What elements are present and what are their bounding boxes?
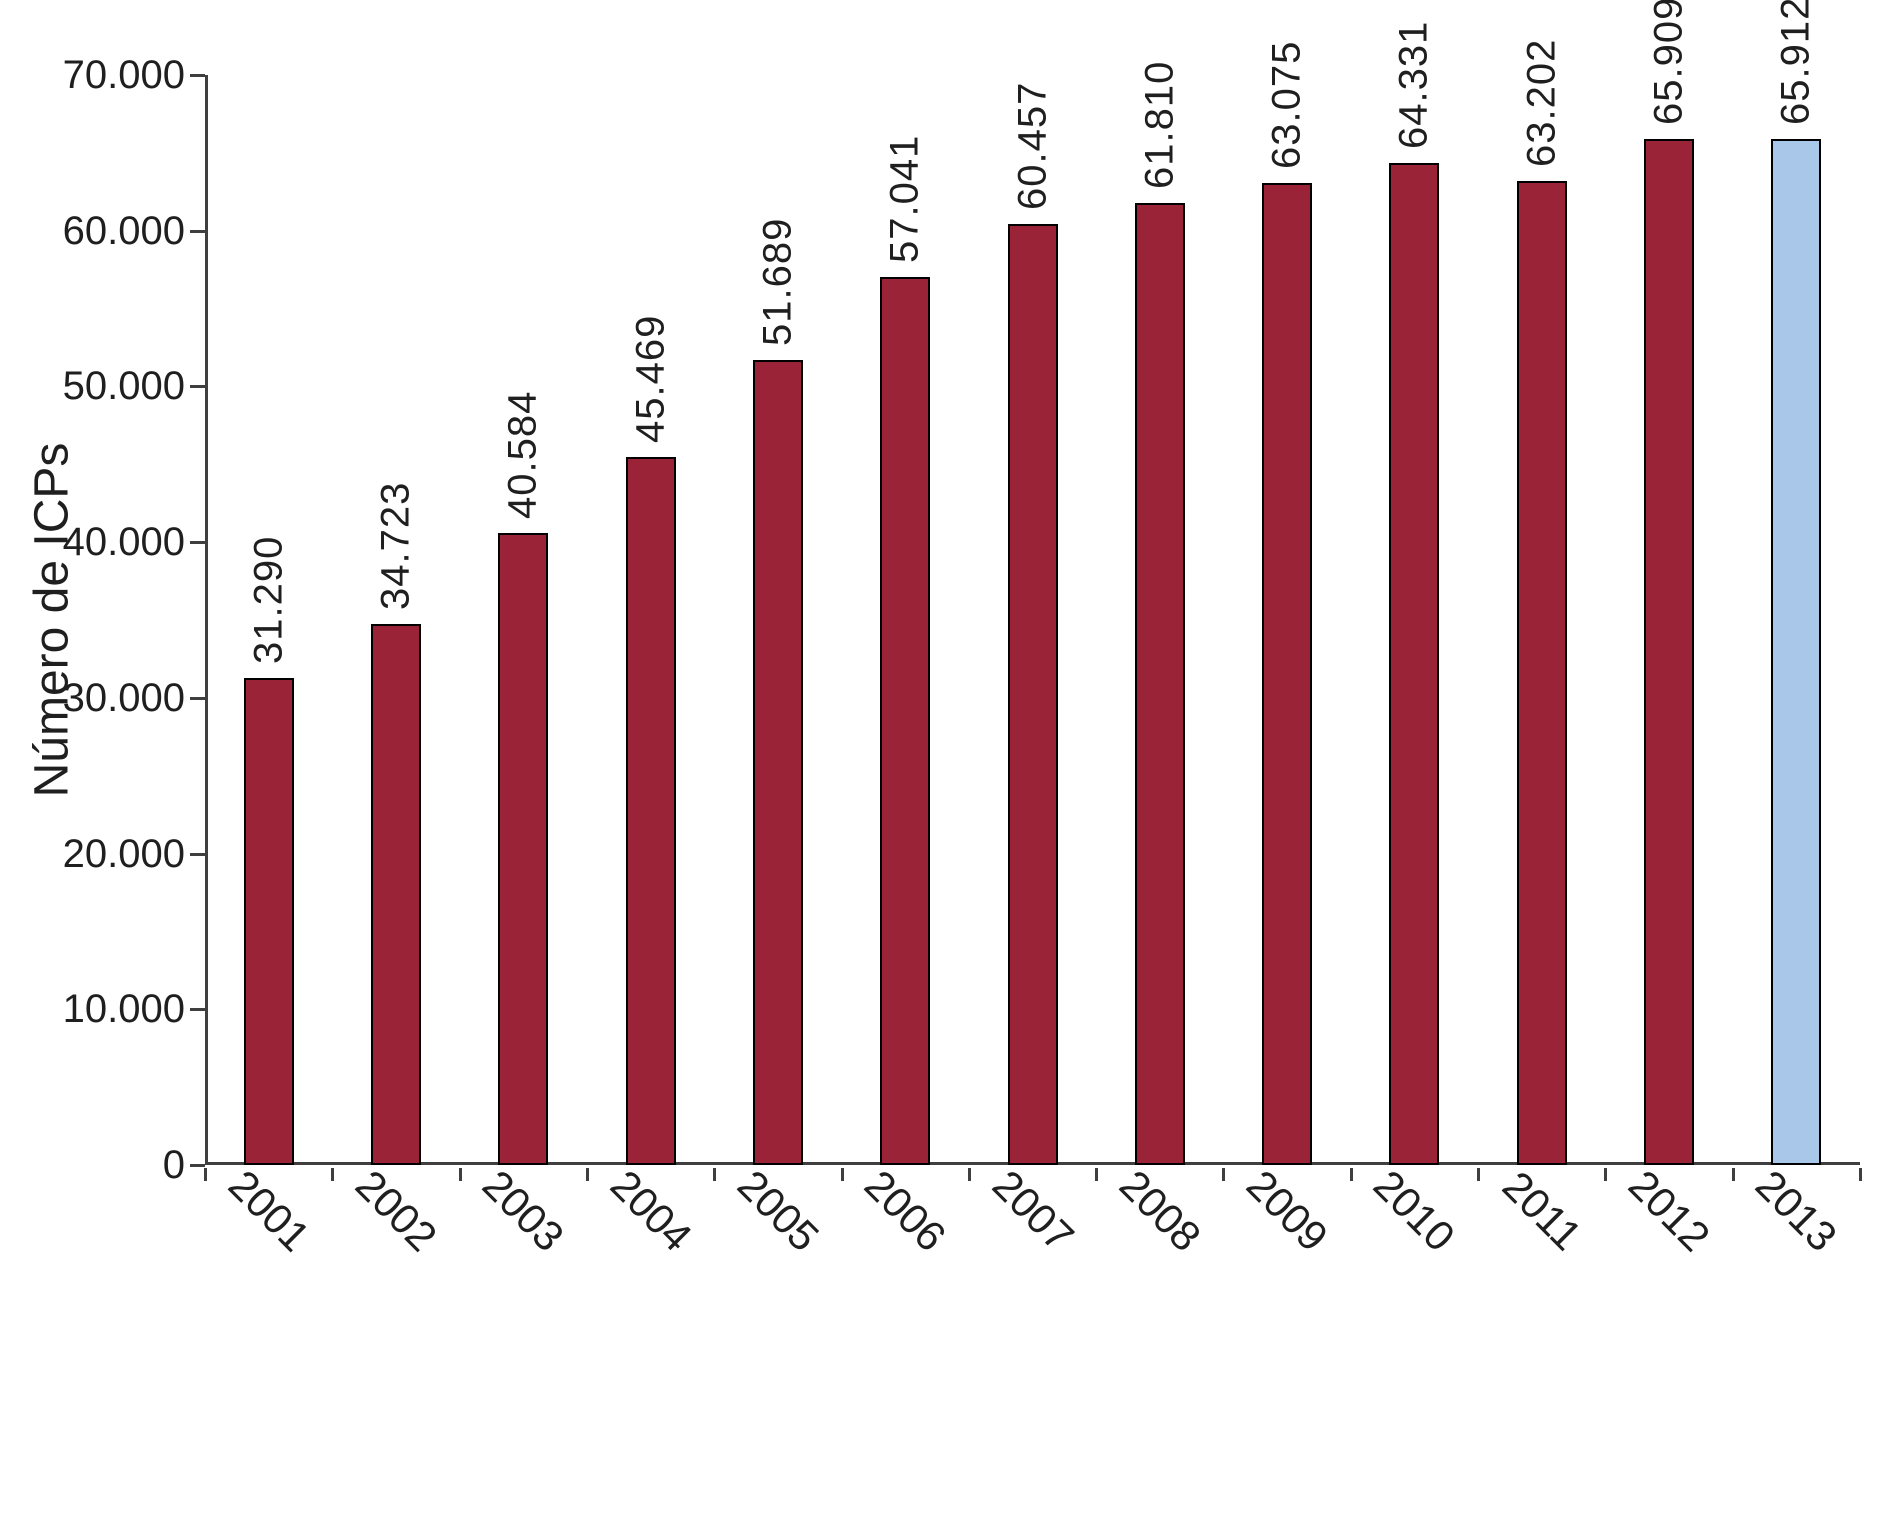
- x-axis-tick-mark: [1731, 1168, 1735, 1181]
- bar-2012: [1644, 139, 1695, 1165]
- y-axis-tick-label: 20.000: [62, 831, 185, 876]
- x-axis-tick-mark: [840, 1168, 844, 1181]
- bar-2009: [1262, 183, 1313, 1165]
- x-axis-tick-mark: [1349, 1168, 1353, 1181]
- x-axis-tick-mark: [713, 1168, 717, 1181]
- y-axis-tick-mark: [190, 1164, 205, 1167]
- bar-value-label: 40.584: [500, 390, 545, 519]
- y-axis-tick-mark: [190, 541, 205, 545]
- bar-value-label: 63.075: [1264, 40, 1309, 169]
- x-axis-tick-mark: [1095, 1168, 1099, 1181]
- bar-2006: [880, 277, 931, 1165]
- x-axis-category-label: 2013: [1747, 1160, 1847, 1261]
- y-axis-tick-label: 30.000: [62, 675, 185, 720]
- x-axis-category-label: 2012: [1619, 1160, 1720, 1261]
- y-axis-tick-label: 70.000: [62, 53, 185, 97]
- x-axis-category-label: 2008: [1110, 1160, 1210, 1261]
- y-axis-tick-label: 60.000: [62, 208, 185, 253]
- x-axis-category-label: 2003: [473, 1160, 574, 1261]
- bar-2004: [625, 457, 676, 1165]
- y-axis-tick-label: 40.000: [62, 520, 185, 565]
- y-axis-tick-mark: [190, 852, 205, 856]
- bar-value-label: 51.689: [755, 217, 800, 346]
- x-axis-tick-mark: [585, 1168, 589, 1181]
- x-axis-tick-mark: [331, 1168, 335, 1181]
- x-axis-category-label: 2001: [219, 1160, 319, 1261]
- bar-value-label: 63.202: [1519, 38, 1564, 167]
- bar-2001: [243, 678, 294, 1165]
- bar-value-label: 60.457: [1010, 81, 1054, 210]
- y-axis-tick-mark: [190, 229, 205, 233]
- y-axis-tick-mark: [190, 696, 205, 700]
- y-axis-tick-label: 10.000: [62, 987, 185, 1032]
- bar-value-label: 57.041: [882, 134, 927, 263]
- bar-2010: [1389, 163, 1440, 1165]
- bar-value-label: 64.331: [1391, 20, 1436, 149]
- y-axis-tick-mark: [190, 74, 205, 77]
- bar-2011: [1516, 181, 1567, 1165]
- x-axis-category-label: 2004: [601, 1160, 701, 1261]
- x-axis-tick-mark: [1859, 1168, 1862, 1181]
- y-axis-tick-label: 0: [162, 1143, 185, 1187]
- y-axis-tick-mark: [190, 385, 205, 389]
- bar-value-label: 45.469: [628, 314, 673, 443]
- y-axis-title: Número de ICPs: [25, 442, 79, 798]
- x-axis-category-label: 2007: [983, 1160, 1083, 1261]
- bar-2008: [1134, 203, 1185, 1165]
- bar-value-label: 65.912: [1773, 0, 1818, 125]
- x-axis-tick-mark: [1477, 1168, 1481, 1181]
- x-axis-category-label: 2002: [346, 1160, 446, 1261]
- bar-value-label: 61.810: [1137, 60, 1182, 189]
- x-axis-tick-mark: [204, 1168, 207, 1181]
- bar-value-label: 31.290: [246, 535, 291, 664]
- bar-2013: [1771, 139, 1822, 1165]
- x-axis-tick-mark: [967, 1168, 971, 1181]
- x-axis-category-label: 2006: [855, 1160, 956, 1261]
- y-axis-tick-mark: [190, 1008, 205, 1012]
- bar-2007: [1007, 224, 1058, 1165]
- x-axis-category-label: 2011: [1493, 1162, 1591, 1260]
- x-axis-category-label: 2009: [1237, 1160, 1338, 1261]
- x-axis-tick-mark: [1222, 1168, 1226, 1181]
- bar-value-label: 65.909: [1646, 0, 1691, 125]
- x-axis-category-label: 2010: [1365, 1160, 1465, 1261]
- y-axis-tick-label: 50.000: [62, 364, 185, 409]
- bar-value-label: 34.723: [373, 481, 418, 610]
- bar-2005: [752, 360, 803, 1165]
- x-axis-tick-mark: [1604, 1168, 1608, 1181]
- x-axis-category-label: 2005: [728, 1160, 828, 1261]
- bar-2003: [498, 533, 549, 1165]
- bar-2002: [370, 624, 421, 1165]
- x-axis-tick-mark: [458, 1168, 462, 1181]
